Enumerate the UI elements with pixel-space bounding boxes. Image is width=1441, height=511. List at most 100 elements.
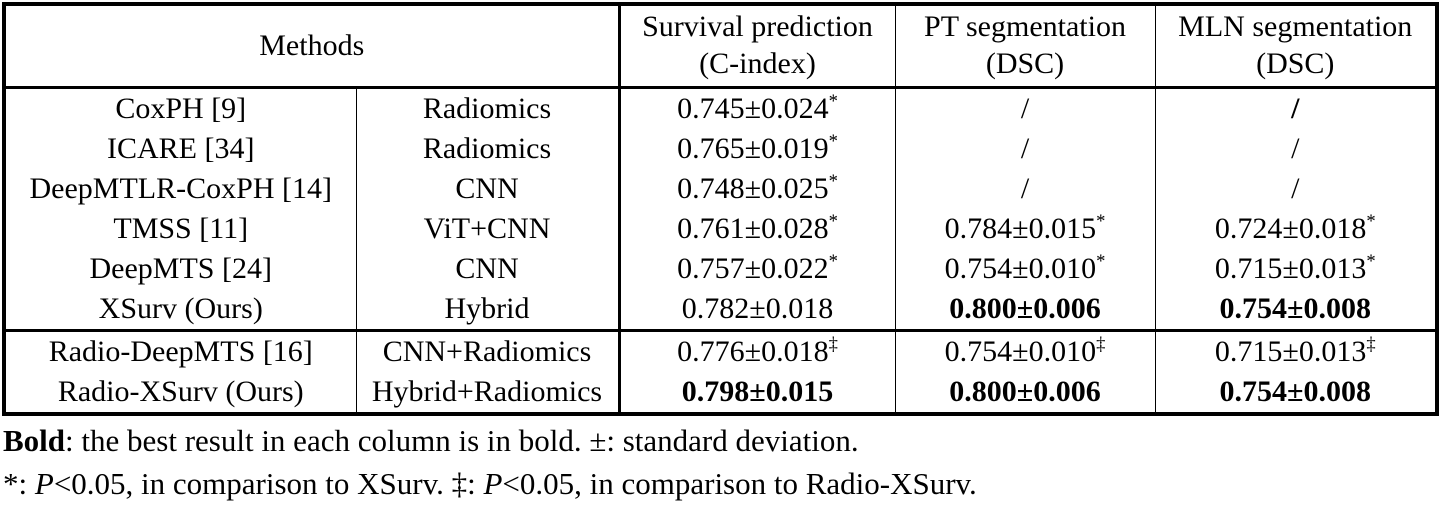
survival-value: 0.776±0.018 xyxy=(677,334,829,368)
survival-header-line2: (C-index) xyxy=(699,47,816,80)
significance-marker: * xyxy=(1366,251,1376,273)
survival-cell: 0.765±0.019* xyxy=(617,129,895,169)
method-cell: DeepMTS [24] xyxy=(89,251,272,285)
pt-value: / xyxy=(1020,171,1030,205)
survival-cell: 0.748±0.025* xyxy=(617,169,895,209)
pt-cell: / xyxy=(894,129,1155,169)
header-row: Methods Survival prediction (C-index) PT… xyxy=(4,4,1437,89)
pt-cell: 0.754±0.010‡ xyxy=(894,329,1155,372)
table-row: ICARE [34] Radiomics 0.765±0.019* / / xyxy=(4,129,1437,169)
pt-header-line1: PT segmentation xyxy=(924,10,1126,44)
pt-header-line2: (DSC) xyxy=(985,47,1065,80)
survival-cell: 0.776±0.018‡ xyxy=(617,329,895,372)
backbone-cell: Radiomics xyxy=(355,87,619,129)
note-line2-end: <0.05, in comparison to Radio-XSurv. xyxy=(502,465,977,501)
mln-cell: 0.754±0.008 xyxy=(1154,372,1437,414)
pt-value: 0.800±0.006 xyxy=(949,374,1101,408)
survival-value: 0.761±0.028 xyxy=(677,211,829,245)
pt-value: 0.800±0.006 xyxy=(949,291,1101,325)
pt-cell: 0.754±0.010* xyxy=(894,249,1155,289)
note-line2-mid: <0.05, in comparison to XSurv. ‡: xyxy=(53,465,484,501)
pt-cell: / xyxy=(894,87,1155,129)
survival-header-line1: Survival prediction xyxy=(642,10,873,44)
mln-header-line1: MLN segmentation xyxy=(1178,10,1413,44)
mln-value: 0.754±0.008 xyxy=(1219,374,1371,408)
backbone-cell: CNN xyxy=(355,249,619,289)
mln-header: MLN segmentation (DSC) xyxy=(1154,4,1437,89)
survival-cell: 0.745±0.024* xyxy=(617,87,895,129)
backbone-cell: Hybrid xyxy=(355,289,619,331)
survival-value: 0.798±0.015 xyxy=(681,374,834,408)
mln-cell: / xyxy=(1154,87,1437,129)
method-cell: Radio-DeepMTS [16] xyxy=(4,329,356,372)
mln-value: 0.724±0.018 xyxy=(1214,211,1367,245)
significance-marker: * xyxy=(828,91,838,113)
table-row: Radio-DeepMTS [16] CNN+Radiomics 0.776±0… xyxy=(4,329,1437,372)
backbone-cell: Radiomics xyxy=(355,129,619,169)
mln-cell: 0.715±0.013* xyxy=(1154,249,1437,289)
note-pvalue-2: P xyxy=(483,465,503,501)
significance-marker: * xyxy=(828,251,838,273)
pt-value: 0.754±0.010 xyxy=(944,251,1097,285)
note-pvalue-1: P xyxy=(34,465,54,501)
significance-marker: * xyxy=(828,171,838,193)
method-cell: ICARE [34] xyxy=(107,131,255,165)
mln-value: 0.715±0.013 xyxy=(1214,251,1367,285)
mln-value: 0.715±0.013 xyxy=(1214,334,1367,368)
survival-cell: 0.782±0.018 xyxy=(617,289,895,331)
methods-header: Methods xyxy=(4,4,619,89)
mln-header-line2: (DSC) xyxy=(1256,47,1335,80)
significance-marker: * xyxy=(1096,211,1106,233)
method-cell: DeepMTLR-CoxPH [14] xyxy=(29,171,332,205)
significance-marker: ‡ xyxy=(828,334,838,356)
table-row: DeepMTLR-CoxPH [14] CNN 0.748±0.025* / / xyxy=(4,169,1437,209)
method-cell: CoxPH [9] xyxy=(115,91,247,125)
mln-cell: 0.724±0.018* xyxy=(1154,209,1437,249)
results-table: Methods Survival prediction (C-index) PT… xyxy=(2,2,1439,416)
method-cell: TMSS [11] xyxy=(113,211,249,245)
survival-cell: 0.798±0.015 xyxy=(617,372,895,414)
significance-marker: * xyxy=(1366,211,1376,233)
mln-cell: / xyxy=(1154,129,1437,169)
backbone-cell: CNN+Radiomics xyxy=(355,329,619,372)
mln-value: / xyxy=(1291,131,1300,165)
survival-value: 0.765±0.019 xyxy=(677,131,829,165)
mln-value: / xyxy=(1291,91,1300,125)
pt-cell: 0.800±0.006 xyxy=(894,372,1155,414)
pt-value: 0.754±0.010 xyxy=(944,334,1097,368)
pt-cell: 0.800±0.006 xyxy=(894,289,1155,331)
significance-marker: ‡ xyxy=(1096,334,1106,356)
significance-marker: * xyxy=(1096,251,1106,273)
survival-value: 0.748±0.025 xyxy=(677,171,829,205)
pt-cell: 0.784±0.015* xyxy=(894,209,1155,249)
survival-value: 0.782±0.018 xyxy=(681,291,834,325)
pt-value: / xyxy=(1020,131,1030,165)
survival-header: Survival prediction (C-index) xyxy=(617,4,895,89)
method-cell: Radio-XSurv (Ours) xyxy=(57,374,304,408)
backbone-cell: CNN xyxy=(355,169,619,209)
pt-cell: / xyxy=(894,169,1155,209)
mln-value: 0.754±0.008 xyxy=(1219,291,1371,325)
note-line1-text: : the best result in each column is in b… xyxy=(65,423,859,458)
mln-cell: / xyxy=(1154,169,1437,209)
pt-value: / xyxy=(1020,91,1030,125)
table-body: CoxPH [9] Radiomics 0.745±0.024* / / ICA… xyxy=(4,87,1437,414)
table-row: TMSS [11] ViT+CNN 0.761±0.028* 0.784±0.0… xyxy=(4,209,1437,249)
survival-cell: 0.757±0.022* xyxy=(617,249,895,289)
significance-marker: ‡ xyxy=(1366,334,1376,356)
table-row: DeepMTS [24] CNN 0.757±0.022* 0.754±0.01… xyxy=(4,249,1437,289)
mln-cell: 0.715±0.013‡ xyxy=(1154,329,1437,372)
backbone-cell: Hybrid+Radiomics xyxy=(355,372,619,414)
table-row: XSurv (Ours) Hybrid 0.782±0.018 0.800±0.… xyxy=(4,289,1437,331)
note-line-1: Bold: the best result in each column is … xyxy=(3,420,1441,463)
survival-cell: 0.761±0.028* xyxy=(617,209,895,249)
mln-value: / xyxy=(1291,171,1300,205)
backbone-cell: ViT+CNN xyxy=(355,209,619,249)
mln-cell: 0.754±0.008 xyxy=(1154,289,1437,331)
table-notes: Bold: the best result in each column is … xyxy=(3,420,1441,506)
survival-value: 0.757±0.022 xyxy=(677,251,829,285)
note-star-prefix: *: xyxy=(3,465,35,501)
significance-marker: * xyxy=(828,131,838,153)
method-cell: XSurv (Ours) xyxy=(98,291,263,325)
pt-value: 0.784±0.015 xyxy=(944,211,1097,245)
